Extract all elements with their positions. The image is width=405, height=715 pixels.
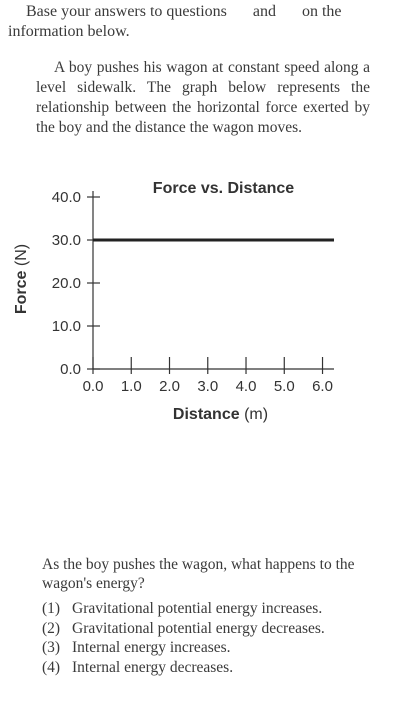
y-tick-label: 30.0 xyxy=(52,232,81,249)
choice-number: (2) xyxy=(42,619,61,637)
choice-text: Gravitational potential energy increases… xyxy=(72,600,323,617)
y-tick-label: 40.0 xyxy=(52,189,81,206)
choice-number: (1) xyxy=(42,600,61,617)
choice-text: Internal energy decreases. xyxy=(72,658,234,676)
x-tick-label: 5.0 xyxy=(274,378,295,395)
x-tick-label: 3.0 xyxy=(197,378,218,395)
x-tick-label: 4.0 xyxy=(236,378,257,395)
y-tick-label: 0.0 xyxy=(60,361,81,378)
x-tick-label: 1.0 xyxy=(121,378,142,395)
passage: A boy pushes his wagon at constant speed… xyxy=(36,58,370,138)
x-tick-label: 2.0 xyxy=(159,378,180,395)
question: As the boy pushes the wagon, what happen… xyxy=(42,555,398,677)
instructions-part-1: Base your answers to questions xyxy=(26,3,227,20)
choice-text: Gravitational potential energy decreases… xyxy=(72,619,325,637)
passage-text: A boy pushes his wagon at constant speed… xyxy=(36,59,370,136)
instructions-part-3: on the information below. xyxy=(8,3,342,40)
answer-choice-4[interactable]: (4) Internal energy decreases. xyxy=(42,658,398,678)
y-tick-label: 10.0 xyxy=(52,318,81,335)
choice-number: (3) xyxy=(42,639,61,656)
instructions-part-2: and xyxy=(252,3,276,20)
choice-text: Internal energy increases. xyxy=(72,639,231,656)
x-axis-label: Distance (m) xyxy=(173,406,268,423)
answer-choices: (1) Gravitational potential energy increa… xyxy=(42,599,398,677)
answer-choice-2[interactable]: (2) Gravitational potential energy decrea… xyxy=(42,619,398,639)
chart-title: Force vs. Distance xyxy=(153,180,295,197)
instructions: Base your answers to questions and on the … xyxy=(8,2,398,42)
choice-number: (4) xyxy=(42,658,61,676)
x-tick-label: 6.0 xyxy=(312,378,333,395)
force-distance-chart: Force vs. Distance 0.0 10.0 20.0 30.0 40.0 0.0… xyxy=(13,180,334,423)
answer-choice-3[interactable]: (3) Internal energy increases. xyxy=(42,638,398,658)
x-tick-label: 0.0 xyxy=(83,378,104,395)
y-tick-label: 20.0 xyxy=(52,275,81,292)
question-stem: As the boy pushes the wagon, what happen… xyxy=(42,556,355,592)
answer-choice-1[interactable]: (1) Gravitational potential energy increa… xyxy=(42,599,398,619)
y-axis-label: Force (N) xyxy=(13,244,30,314)
